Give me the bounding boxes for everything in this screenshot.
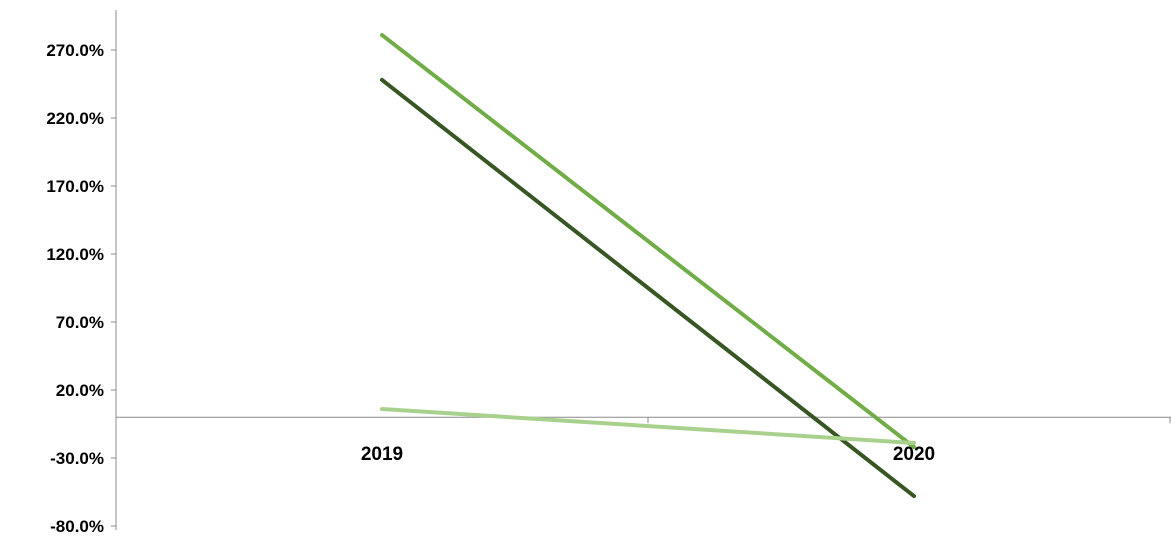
- y-tick-label: -80.0%: [50, 517, 104, 536]
- axes: [111, 10, 1171, 530]
- x-tick-label: 2019: [361, 444, 403, 465]
- y-tick-label: 220.0%: [46, 109, 104, 128]
- y-tick-label: 70.0%: [56, 313, 104, 332]
- series-line-3: [380, 407, 916, 446]
- x-tick-label: 2020: [893, 444, 935, 465]
- y-tick-label: 270.0%: [46, 41, 104, 60]
- tick-labels: 270.0% 220.0% 170.0% 120.0% 70.0% 20.0% -30.0%…: [46, 41, 935, 536]
- y-tick-label: -30.0%: [50, 449, 104, 468]
- y-tick-label: 170.0%: [46, 177, 104, 196]
- series-line-2: [380, 77, 916, 499]
- y-tick-label: 20.0%: [56, 381, 104, 400]
- y-tick-label: 120.0%: [46, 245, 104, 264]
- series-layer: [380, 33, 916, 499]
- series-line-1: [380, 33, 916, 450]
